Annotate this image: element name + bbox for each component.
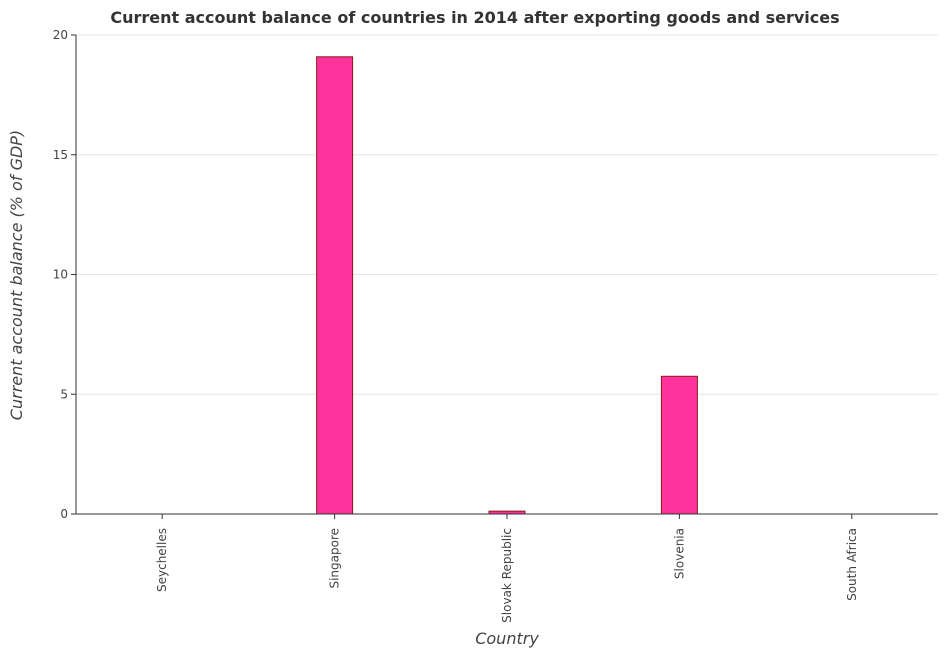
x-tick-label: Seychelles <box>155 528 169 592</box>
x-tick-label: Singapore <box>328 528 342 589</box>
y-tick-label: 5 <box>60 387 68 401</box>
x-tick-labels: Seychelles Singapore Slovak Republic Sloven… <box>155 514 859 623</box>
bar-singapore <box>316 56 354 515</box>
y-tick-label: 10 <box>53 268 68 282</box>
y-axis-label: Current account balance (% of GDP) <box>7 130 26 420</box>
bar-slovenia <box>660 375 698 515</box>
bars <box>316 56 698 515</box>
gridlines <box>76 34 938 515</box>
chart-title: Current account balance of countries in … <box>110 8 840 27</box>
y-tick-labels: 0 5 10 15 20 <box>53 28 76 521</box>
y-tick-label: 15 <box>53 148 68 162</box>
x-tick-label: South Africa <box>845 528 859 601</box>
x-tick-label: Slovak Republic <box>500 528 514 623</box>
y-tick-label: 20 <box>53 28 68 42</box>
y-tick-label: 0 <box>60 507 68 521</box>
x-tick-label: Slovenia <box>672 528 686 579</box>
x-axis-label: Country <box>475 629 539 648</box>
